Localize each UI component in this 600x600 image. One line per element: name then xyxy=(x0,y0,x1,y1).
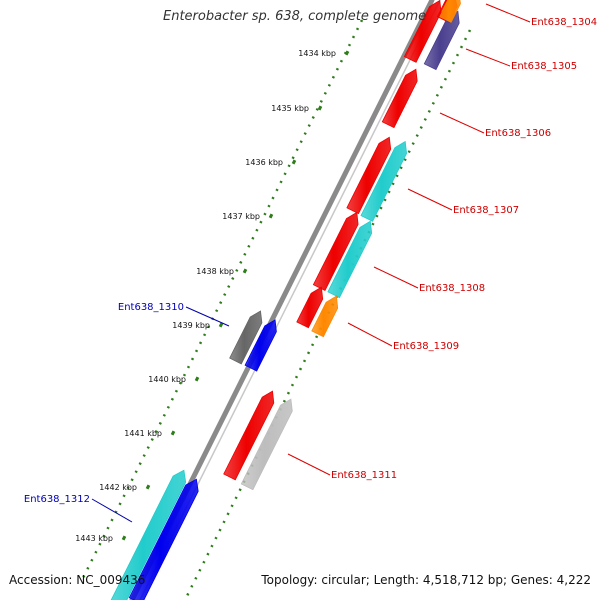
gene-arrow-red xyxy=(403,0,442,63)
kbp-tick xyxy=(218,322,224,328)
gene-label-Ent638_1310: Ent638_1310 xyxy=(118,302,184,313)
kbp-tick-label: 1434 kbp xyxy=(298,49,336,58)
kbp-tick-label: 1438 kbp xyxy=(196,267,234,276)
callout-line xyxy=(347,322,393,347)
gene-label-Ent638_1309: Ent638_1309 xyxy=(393,341,459,352)
gene-arrow-Ent638_1305 xyxy=(423,10,460,71)
gene-arrow-Ent638_1306 xyxy=(381,68,418,129)
kbp-tick xyxy=(268,213,274,219)
gene-arrow-red xyxy=(223,390,275,481)
gene-arrow-Ent638_1310 xyxy=(244,319,277,372)
kbp-tick-label: 1435 kbp xyxy=(271,104,309,113)
topology-text: Topology: circular; Length: 4,518,712 bp… xyxy=(261,573,591,587)
kbp-tick xyxy=(121,535,127,541)
gene-arrow-red xyxy=(312,211,359,292)
callout-line xyxy=(373,266,419,289)
callout-line xyxy=(185,306,230,327)
kbp-tick xyxy=(194,376,200,382)
kbp-tick-label: 1440 kbp xyxy=(148,375,186,384)
callout-line xyxy=(91,498,133,523)
gene-arrow-Ent638_1304 xyxy=(438,0,461,23)
gene-label-Ent638_1307: Ent638_1307 xyxy=(453,205,519,216)
callout-line xyxy=(439,112,485,134)
kbp-tick xyxy=(145,484,151,490)
gene-arrow-red xyxy=(296,286,324,329)
gene-arrow-Ent638_1308 xyxy=(327,220,373,299)
gene-label-Ent638_1312: Ent638_1312 xyxy=(24,494,90,505)
gene-arrow-Ent638_1307 xyxy=(360,140,408,222)
callout-line xyxy=(287,453,331,476)
kbp-tick-label: 1441 kbp xyxy=(124,429,162,438)
accession-text: Accession: NC_009436 xyxy=(9,573,146,587)
kbp-tick xyxy=(242,268,248,274)
kbp-tick xyxy=(344,50,350,56)
kbp-tick-label: 1436 kbp xyxy=(245,158,283,167)
callout-line xyxy=(465,48,511,67)
gene-arrow-cyan xyxy=(110,469,187,600)
gene-label-Ent638_1304: Ent638_1304 xyxy=(531,17,597,28)
gene-arrow-Ent638_1312 xyxy=(128,478,199,600)
kbp-tick-label: 1442 kbp xyxy=(99,483,137,492)
gene-label-Ent638_1305: Ent638_1305 xyxy=(511,61,577,72)
gene-arrow-gray xyxy=(229,310,263,365)
gene-label-Ent638_1308: Ent638_1308 xyxy=(419,283,485,294)
gene-arrow-Ent638_1311 xyxy=(240,398,293,491)
kbp-tick xyxy=(317,105,323,111)
kbp-tick-label: 1439 kbp xyxy=(172,321,210,330)
kbp-tick xyxy=(170,430,176,436)
kbp-tick xyxy=(291,159,297,165)
gene-label-Ent638_1306: Ent638_1306 xyxy=(485,128,551,139)
gene-label-Ent638_1311: Ent638_1311 xyxy=(331,470,397,481)
callout-line xyxy=(485,3,531,23)
gene-arrow-Ent638_1309 xyxy=(311,295,339,338)
kbp-tick-label: 1437 kbp xyxy=(222,212,260,221)
callout-line xyxy=(407,188,453,211)
map-title: Enterobacter sp. 638, complete genome xyxy=(163,9,427,24)
kbp-tick-label: 1443 kbp xyxy=(75,534,113,543)
